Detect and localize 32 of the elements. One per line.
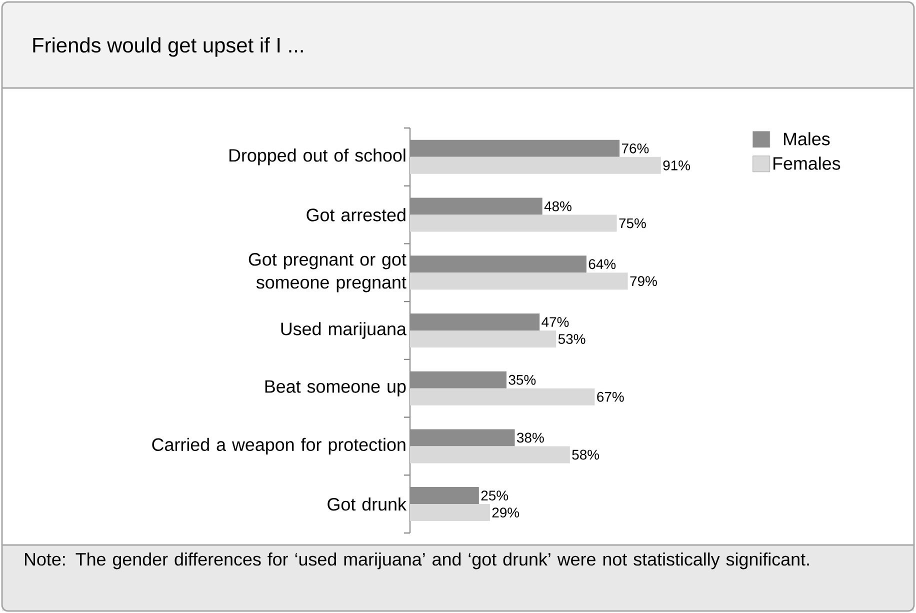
- y-tick-label: Got pregnant or got someone pregnant: [248, 253, 406, 292]
- y-tick-label: Got arrested: [306, 208, 406, 222]
- legend-label: Females: [774, 156, 840, 170]
- data-label: 38%: [517, 432, 544, 443]
- data-label: 64%: [588, 259, 616, 270]
- data-label: 91%: [663, 160, 690, 170]
- bar: [410, 214, 617, 232]
- y-tick-label: Dropped out of school: [230, 148, 406, 166]
- data-label: 48%: [544, 201, 572, 212]
- y-tick-label: Carried a weapon for protection: [152, 438, 406, 455]
- data-label: 75%: [619, 218, 646, 228]
- data-label: 29%: [492, 508, 520, 518]
- data-label: 25%: [481, 490, 508, 501]
- data-label: 76%: [622, 143, 649, 154]
- text: Note: The gender differences for ‘used marijuana’ and ‘got drunk’ were not statistically significant.: [25, 552, 809, 570]
- bar: [410, 504, 490, 522]
- bar: [410, 156, 661, 174]
- y-tick-label: Used marijuana: [281, 322, 406, 339]
- data-label: 79%: [630, 276, 657, 286]
- data-label: 53%: [558, 334, 586, 344]
- y-tick-label: Beat someone up: [265, 380, 406, 396]
- bar: [410, 330, 556, 348]
- y-tick-label: Got drunk: [328, 497, 407, 511]
- bar: [410, 272, 628, 290]
- data-label: 67%: [597, 392, 624, 402]
- text: Friends would get upset if I ...: [33, 37, 303, 57]
- legend-label: Males: [784, 132, 830, 146]
- bar: [410, 446, 570, 464]
- data-label: 35%: [508, 374, 536, 385]
- data-label: 47%: [542, 317, 569, 327]
- data-label: 58%: [572, 450, 600, 460]
- bar: [410, 388, 595, 406]
